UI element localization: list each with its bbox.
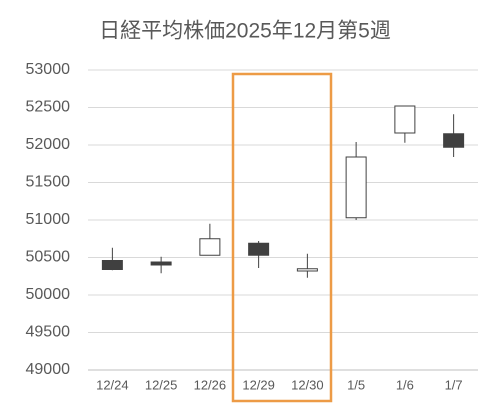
x-tick-label: 12/24 [96,377,129,392]
y-tick-label: 53000 [26,61,71,78]
y-tick-label: 52000 [26,136,71,153]
x-tick-label: 12/29 [242,377,275,392]
y-tick-label: 51500 [26,174,71,191]
candle-body [394,105,416,134]
y-tick-label: 51000 [26,211,71,228]
y-tick-label: 50000 [26,286,71,303]
y-tick-label: 50500 [26,249,71,266]
chart-title: 日経平均株価2025年12月第5週 [99,20,391,43]
y-tick-label: 49500 [26,324,71,341]
x-tick-label: 1/6 [396,377,414,392]
candle-body [199,238,221,256]
candle-body [150,261,172,266]
candle-body [248,242,270,256]
candle-body [443,133,465,148]
x-tick-label: 12/30 [291,377,324,392]
x-tick-label: 12/26 [194,377,227,392]
highlight-box [231,72,333,403]
x-tick-label: 1/5 [347,377,365,392]
candle-body [101,260,123,270]
y-tick-label: 52500 [26,99,71,116]
candle-body [345,156,367,219]
y-tick-label: 49000 [26,361,71,378]
x-tick-label: 12/25 [145,377,178,392]
x-tick-label: 1/7 [445,377,463,392]
candle-body [296,268,318,272]
